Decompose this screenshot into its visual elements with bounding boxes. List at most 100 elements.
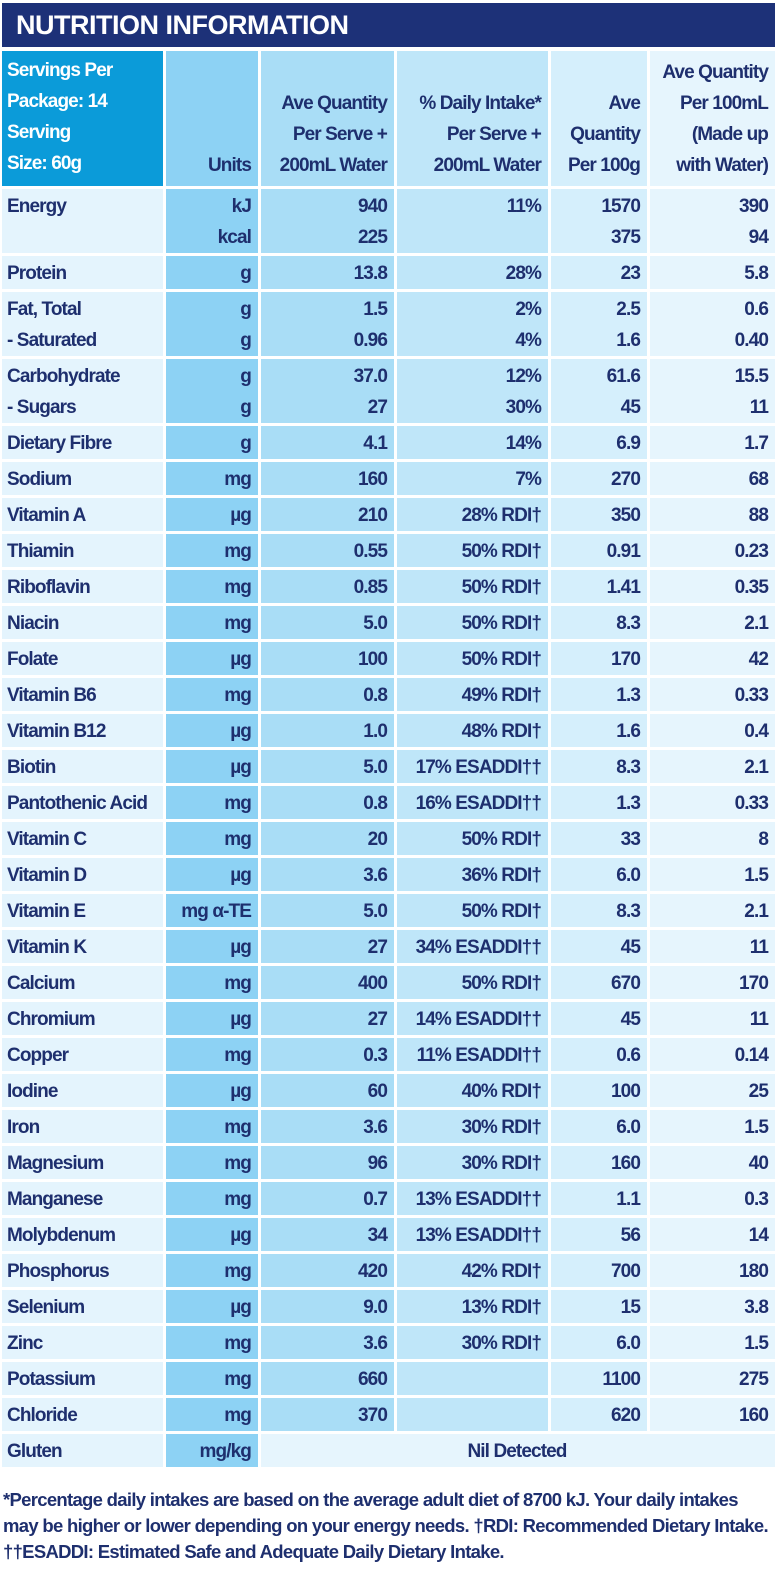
per-100g-cell: 6.0 (551, 1110, 647, 1143)
footnote: *Percentage daily intakes are based on t… (3, 1489, 769, 1562)
table-row: Magnesium mg 96 30% RDI† 160 40 (2, 1146, 775, 1179)
per-serve-cell: 27 (261, 1002, 394, 1035)
per-serve-cell: 5.0 (261, 750, 394, 783)
per-100ml-cell: 1.5 (650, 1110, 775, 1143)
per-serve-cell: 0.8 (261, 678, 394, 711)
per-serve-cell: 420 (261, 1254, 394, 1287)
unit-cell: mg (166, 1398, 258, 1431)
per-100ml-cell: 390 94 (650, 189, 775, 253)
unit-cell: mg (166, 678, 258, 711)
unit-cell: µg (166, 714, 258, 747)
per-serve-cell: 3.6 (261, 1110, 394, 1143)
daily-intake-cell: 36% RDI† (397, 858, 548, 891)
per-serve-cell: 20 (261, 822, 394, 855)
per-serve-cell: 0.3 (261, 1038, 394, 1071)
per-100g-cell: 1.3 (551, 678, 647, 711)
per-100ml-cell: 1.5 (650, 1326, 775, 1359)
servings-header: Servings Per Package: 14 Serving Size: 6… (2, 51, 163, 186)
nutrient-name: Copper (2, 1038, 163, 1071)
nutrient-name: Molybdenum (2, 1218, 163, 1251)
table-row: Manganese mg 0.7 13% ESADDI†† 1.1 0.3 (2, 1182, 775, 1215)
per-serve-cell: 60 (261, 1074, 394, 1107)
unit-cell: µg (166, 1074, 258, 1107)
per-100ml-cell: 2.1 (650, 606, 775, 639)
table-row: Folate µg 100 50% RDI† 170 42 (2, 642, 775, 675)
daily-intake-cell: 50% RDI† (397, 642, 548, 675)
per-100ml-cell: 275 (650, 1362, 775, 1395)
daily-intake-cell: 13% ESADDI†† (397, 1218, 548, 1251)
daily-intake-cell: 7% (397, 462, 548, 495)
per-100ml-cell: 15.5 11 (650, 359, 775, 423)
per-serve-cell: 96 (261, 1146, 394, 1179)
unit-cell: µg (166, 930, 258, 963)
nutrient-name: Phosphorus (2, 1254, 163, 1287)
nutrient-name: Iodine (2, 1074, 163, 1107)
per-serve-cell: 100 (261, 642, 394, 675)
per-100ml-cell: 11 (650, 930, 775, 963)
per-100g-cell: 2.5 1.6 (551, 292, 647, 356)
per-100g-cell: 350 (551, 498, 647, 531)
per-100ml-cell: 0.33 (650, 786, 775, 819)
per-100ml-cell: 170 (650, 966, 775, 999)
daily-intake-cell: 40% RDI† (397, 1074, 548, 1107)
daily-intake-cell: 30% RDI† (397, 1146, 548, 1179)
table-row: Molybdenum µg 34 13% ESADDI†† 56 14 (2, 1218, 775, 1251)
daily-intake-cell: 42% RDI† (397, 1254, 548, 1287)
unit-cell: mg (166, 1254, 258, 1287)
table-row: Zinc mg 3.6 30% RDI† 6.0 1.5 (2, 1326, 775, 1359)
daily-intake-cell: 11% ESADDI†† (397, 1038, 548, 1071)
nutrient-name: Potassium (2, 1362, 163, 1395)
per-serve-cell: 660 (261, 1362, 394, 1395)
unit-cell: mg (166, 1182, 258, 1215)
nutrient-name: Vitamin B6 (2, 678, 163, 711)
table-row: Energy kJ kcal 940 225 11% 1570 375 390 94 (2, 189, 775, 253)
per-serve-header: Ave Quantity Per Serve + 200mL Water (261, 51, 394, 186)
unit-cell: mg (166, 570, 258, 603)
per-serve-cell: 0.7 (261, 1182, 394, 1215)
panel-title: NUTRITION INFORMATION (2, 3, 775, 47)
nutrient-name: Vitamin A (2, 498, 163, 531)
per-100ml-cell: 180 (650, 1254, 775, 1287)
daily-intake-cell (397, 1362, 548, 1395)
daily-intake-cell: 50% RDI† (397, 606, 548, 639)
daily-intake-cell: 16% ESADDI†† (397, 786, 548, 819)
table-row: Copper mg 0.3 11% ESADDI†† 0.6 0.14 (2, 1038, 775, 1071)
unit-cell: mg (166, 1110, 258, 1143)
per-100ml-cell: 11 (650, 1002, 775, 1035)
per-serve-cell: 370 (261, 1398, 394, 1431)
nutrient-name: Selenium (2, 1290, 163, 1323)
per-100ml-cell: 1.5 (650, 858, 775, 891)
daily-intake-cell: 28% RDI† (397, 498, 548, 531)
daily-intake-cell: 30% RDI† (397, 1326, 548, 1359)
per-100ml-cell: 160 (650, 1398, 775, 1431)
per-100g-cell: 700 (551, 1254, 647, 1287)
per-100ml-cell: 0.6 0.40 (650, 292, 775, 356)
per-100ml-cell: 1.7 (650, 426, 775, 459)
daily-intake-cell: 30% RDI† (397, 1110, 548, 1143)
per-serve-cell: 3.6 (261, 858, 394, 891)
nutrient-name: Chromium (2, 1002, 163, 1035)
daily-intake-cell: 50% RDI† (397, 966, 548, 999)
per-serve-cell: 160 (261, 462, 394, 495)
nutrient-name: Riboflavin (2, 570, 163, 603)
per-100ml-cell: 0.33 (650, 678, 775, 711)
unit-cell: µg (166, 1002, 258, 1035)
nutrient-name: Sodium (2, 462, 163, 495)
per-100g-cell: 670 (551, 966, 647, 999)
unit-cell: mg/kg (166, 1434, 258, 1467)
table-row: Potassium mg 660 1100 275 (2, 1362, 775, 1395)
unit-cell: µg (166, 750, 258, 783)
unit-cell: µg (166, 858, 258, 891)
nutrient-name: Vitamin B12 (2, 714, 163, 747)
nutrient-name: Chloride (2, 1398, 163, 1431)
per-100g-cell: 15 (551, 1290, 647, 1323)
table-row: Calcium mg 400 50% RDI† 670 170 (2, 966, 775, 999)
unit-cell: mg (166, 606, 258, 639)
table-row: Carbohydrate - Sugars g g 37.0 27 12% 30% 61… (2, 359, 775, 423)
per-100ml-cell: 40 (650, 1146, 775, 1179)
unit-cell: mg (166, 1146, 258, 1179)
per-100ml-header: Ave Quantity Per 100mL (Made up with Wat… (650, 51, 775, 186)
per-serve-cell: 3.6 (261, 1326, 394, 1359)
